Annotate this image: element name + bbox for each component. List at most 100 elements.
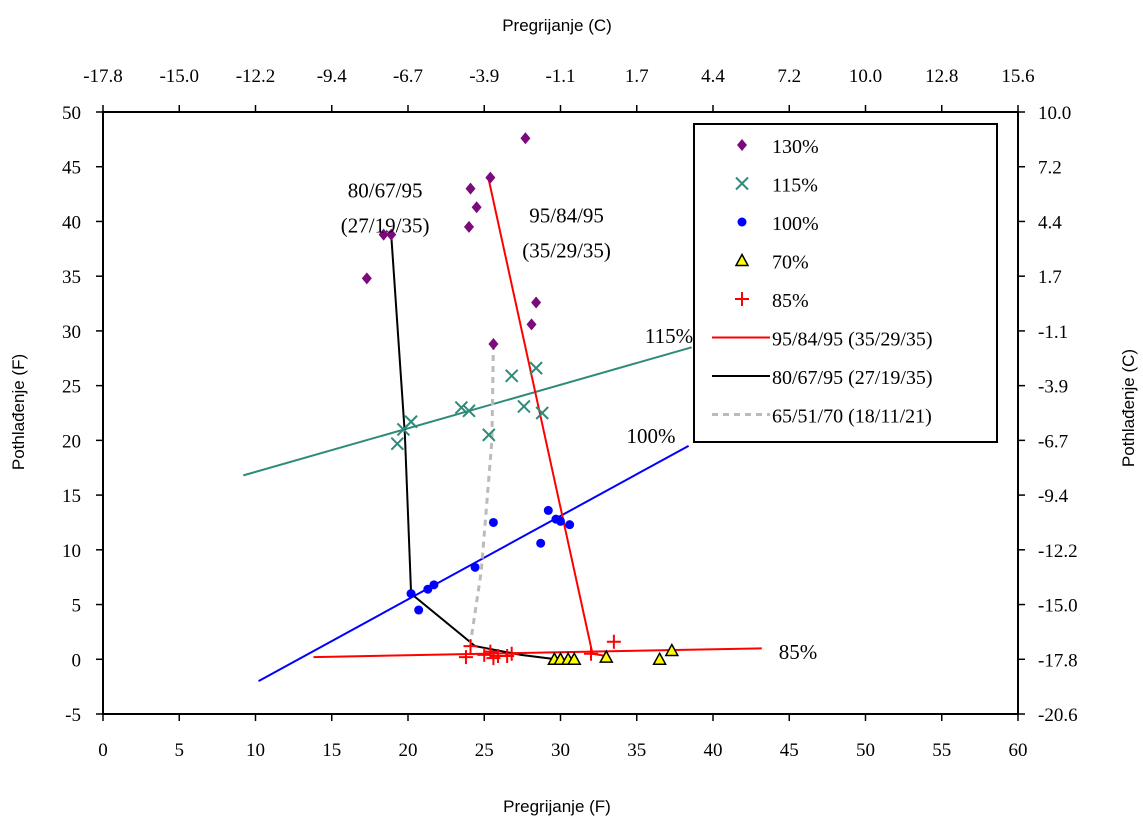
- y-left-tick-label: 5: [72, 596, 82, 617]
- legend-label: 80/67/95 (27/19/35): [772, 367, 933, 389]
- x-bottom-tick-label: 60: [1009, 740, 1028, 761]
- data-point: [529, 361, 543, 375]
- y-right-tick-label: -17.8: [1038, 650, 1078, 671]
- series-line: [469, 343, 495, 644]
- y-left-tick-label: 30: [62, 322, 81, 343]
- y-left-tick-label: -5: [65, 705, 81, 726]
- x-top-tick-label: 7.2: [777, 66, 801, 87]
- data-point: [535, 406, 549, 420]
- data-point: [463, 639, 478, 654]
- trend-line-label: 115%: [645, 324, 693, 348]
- trend-line-label: 100%: [627, 424, 676, 448]
- trend-line: [313, 647, 762, 659]
- x-bottom-tick-label: 45: [780, 740, 799, 761]
- x-top-tick-label: 1.7: [625, 66, 649, 87]
- data-point: [477, 647, 492, 662]
- data-point: [386, 228, 397, 241]
- x-bottom-tick-label: 10: [246, 740, 265, 761]
- data-point: [482, 428, 496, 442]
- y-right-tick-label: -9.4: [1038, 486, 1069, 507]
- data-point: [483, 644, 498, 659]
- data-point: [462, 404, 476, 418]
- data-point: [504, 646, 519, 661]
- data-point: [378, 228, 389, 241]
- data-markers: [361, 132, 680, 666]
- x-top-axis-title: Pregrijanje (C): [502, 16, 612, 35]
- y-right-tick-label: 7.2: [1038, 158, 1062, 179]
- data-point: [361, 272, 372, 285]
- legend-label: 115%: [772, 175, 818, 197]
- y-left-tick-label: 40: [62, 212, 81, 233]
- data-point: [406, 589, 416, 599]
- y-right-tick-label: -3.9: [1038, 377, 1068, 398]
- legend-symbol: [737, 139, 747, 151]
- annotation-label: 95/84/95: [529, 204, 604, 228]
- legend-box: [693, 123, 998, 443]
- legend-label: 65/51/70 (18/11/21): [772, 406, 932, 428]
- x-bottom-axis-title: Pregrijanje (F): [503, 797, 611, 816]
- data-point: [390, 436, 405, 451]
- data-point: [488, 517, 498, 527]
- legend-label: 95/84/95 (35/29/35): [772, 329, 933, 351]
- x-top-tick-label: 4.4: [701, 66, 725, 87]
- x-bottom-tick-label: 40: [704, 740, 723, 761]
- data-point: [543, 505, 553, 515]
- data-point: [531, 296, 542, 309]
- x-bottom-tick-label: 15: [322, 740, 341, 761]
- data-point: [429, 580, 439, 590]
- legend-label: 70%: [772, 252, 809, 274]
- legend-label: 130%: [772, 136, 819, 158]
- data-point: [517, 399, 531, 414]
- x-top-tick-label: -3.9: [469, 66, 499, 87]
- data-point: [598, 649, 614, 663]
- x-top-tick-label: 15.6: [1001, 66, 1034, 87]
- x-bottom-tick-label: 50: [856, 740, 875, 761]
- data-point: [454, 400, 469, 415]
- x-top-tick-label: -6.7: [393, 66, 423, 87]
- y-right-tick-label: -12.2: [1038, 541, 1078, 562]
- y-left-axis-title: Pothlađenje (F): [9, 354, 28, 470]
- data-point: [488, 338, 499, 351]
- y-left-tick-label: 10: [62, 541, 81, 562]
- x-top-tick-label: 12.8: [925, 66, 958, 87]
- data-point: [536, 538, 546, 548]
- data-point: [565, 520, 575, 530]
- data-point: [504, 369, 519, 383]
- y-left-tick-label: 15: [62, 486, 81, 507]
- y-right-tick-label: 10.0: [1038, 103, 1071, 124]
- annotation-label: (27/19/35): [341, 213, 430, 237]
- x-top-tick-label: -12.2: [236, 66, 276, 87]
- trend-line-label: 85%: [779, 640, 818, 664]
- data-point: [526, 318, 537, 331]
- legend-label: 85%: [772, 290, 809, 312]
- x-bottom-tick-label: 5: [175, 740, 185, 761]
- y-right-tick-label: 4.4: [1038, 212, 1062, 233]
- y-left-tick-label: 0: [72, 650, 82, 671]
- data-point: [465, 182, 476, 195]
- x-bottom-tick-label: 25: [475, 740, 494, 761]
- y-right-tick-label: -1.1: [1038, 322, 1068, 343]
- legend-symbol: [735, 176, 749, 191]
- data-point: [584, 646, 598, 661]
- y-left-tick-label: 35: [62, 267, 81, 288]
- data-point: [464, 220, 474, 233]
- y-right-tick-label: -20.6: [1038, 705, 1078, 726]
- y-right-tick-label: -6.7: [1038, 431, 1068, 452]
- legend-label: 100%: [772, 213, 819, 235]
- y-left-tick-label: 45: [62, 158, 81, 179]
- y-right-axis-title: Pothlađenje (C): [1119, 349, 1138, 467]
- data-point: [458, 650, 473, 665]
- data-point: [556, 516, 565, 526]
- data-point: [414, 605, 424, 615]
- x-top-tick-label: -1.1: [545, 66, 575, 87]
- data-point: [485, 171, 496, 184]
- x-top-tick-label: -17.8: [83, 66, 123, 87]
- x-bottom-tick-label: 20: [399, 740, 418, 761]
- legend-symbol: [735, 292, 749, 306]
- x-top-tick-label: -9.4: [317, 66, 348, 87]
- x-bottom-tick-label: 55: [932, 740, 951, 761]
- data-point: [471, 201, 482, 214]
- y-right-tick-label: 1.7: [1038, 267, 1062, 288]
- annotation-label: (35/29/35): [522, 239, 611, 263]
